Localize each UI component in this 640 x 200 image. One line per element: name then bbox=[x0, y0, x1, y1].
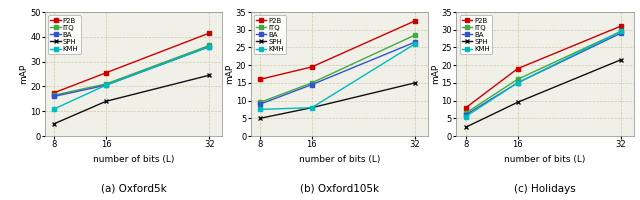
SPH bbox=[617, 59, 625, 61]
SPH bbox=[308, 106, 316, 109]
X-axis label: number of bits (L): number of bits (L) bbox=[504, 155, 586, 164]
Line: ITQ: ITQ bbox=[464, 29, 623, 115]
Legend: P2B, ITQ, BA, SPH, KMH: P2B, ITQ, BA, SPH, KMH bbox=[48, 15, 81, 54]
Legend: P2B, ITQ, BA, SPH, KMH: P2B, ITQ, BA, SPH, KMH bbox=[460, 15, 492, 54]
ITQ bbox=[617, 30, 625, 33]
SPH bbox=[102, 100, 110, 102]
Title: (b) Oxford105k: (b) Oxford105k bbox=[300, 184, 379, 194]
Line: KMH: KMH bbox=[258, 42, 417, 112]
P2B bbox=[308, 66, 316, 68]
SPH bbox=[51, 122, 58, 125]
SPH bbox=[411, 82, 419, 84]
Y-axis label: mAP: mAP bbox=[431, 64, 440, 84]
SPH bbox=[462, 126, 470, 128]
Line: SPH: SPH bbox=[464, 58, 623, 129]
SPH bbox=[257, 117, 264, 119]
Line: SPH: SPH bbox=[258, 81, 417, 120]
P2B bbox=[51, 91, 58, 94]
ITQ bbox=[411, 34, 419, 36]
Line: SPH: SPH bbox=[52, 73, 211, 126]
ITQ bbox=[257, 101, 264, 104]
BA bbox=[205, 46, 213, 48]
P2B bbox=[411, 20, 419, 22]
KMH bbox=[51, 108, 58, 110]
Line: KMH: KMH bbox=[464, 29, 623, 119]
ITQ bbox=[205, 44, 213, 47]
ITQ bbox=[462, 112, 470, 114]
ITQ bbox=[308, 82, 316, 84]
X-axis label: number of bits (L): number of bits (L) bbox=[298, 155, 380, 164]
BA bbox=[514, 82, 522, 84]
KMH bbox=[462, 115, 470, 118]
ITQ bbox=[102, 83, 110, 85]
BA bbox=[411, 41, 419, 43]
Line: KMH: KMH bbox=[52, 45, 211, 111]
KMH bbox=[514, 82, 522, 84]
Title: (a) Oxford5k: (a) Oxford5k bbox=[100, 184, 166, 194]
P2B bbox=[257, 78, 264, 81]
Title: (c) Holidays: (c) Holidays bbox=[514, 184, 576, 194]
P2B bbox=[102, 72, 110, 74]
BA bbox=[308, 83, 316, 86]
Line: ITQ: ITQ bbox=[52, 43, 211, 97]
BA bbox=[462, 114, 470, 116]
Line: BA: BA bbox=[464, 31, 623, 117]
BA bbox=[617, 32, 625, 34]
Line: P2B: P2B bbox=[258, 19, 417, 81]
Y-axis label: mAP: mAP bbox=[20, 64, 29, 84]
Line: P2B: P2B bbox=[52, 31, 211, 95]
P2B bbox=[617, 25, 625, 27]
BA bbox=[257, 103, 264, 105]
KMH bbox=[617, 30, 625, 33]
Line: ITQ: ITQ bbox=[258, 33, 417, 104]
KMH bbox=[308, 106, 316, 109]
BA bbox=[102, 84, 110, 86]
Y-axis label: mAP: mAP bbox=[225, 64, 234, 84]
KMH bbox=[102, 84, 110, 86]
BA bbox=[51, 95, 58, 98]
ITQ bbox=[514, 78, 522, 81]
SPH bbox=[514, 101, 522, 104]
X-axis label: number of bits (L): number of bits (L) bbox=[93, 155, 174, 164]
P2B bbox=[514, 67, 522, 70]
KMH bbox=[205, 46, 213, 48]
ITQ bbox=[51, 94, 58, 96]
KMH bbox=[411, 43, 419, 45]
Line: P2B: P2B bbox=[464, 24, 623, 110]
Legend: P2B, ITQ, BA, SPH, KMH: P2B, ITQ, BA, SPH, KMH bbox=[254, 15, 287, 54]
P2B bbox=[462, 106, 470, 109]
Line: BA: BA bbox=[258, 40, 417, 106]
SPH bbox=[205, 74, 213, 76]
P2B bbox=[205, 32, 213, 34]
KMH bbox=[257, 108, 264, 111]
Line: BA: BA bbox=[52, 45, 211, 98]
